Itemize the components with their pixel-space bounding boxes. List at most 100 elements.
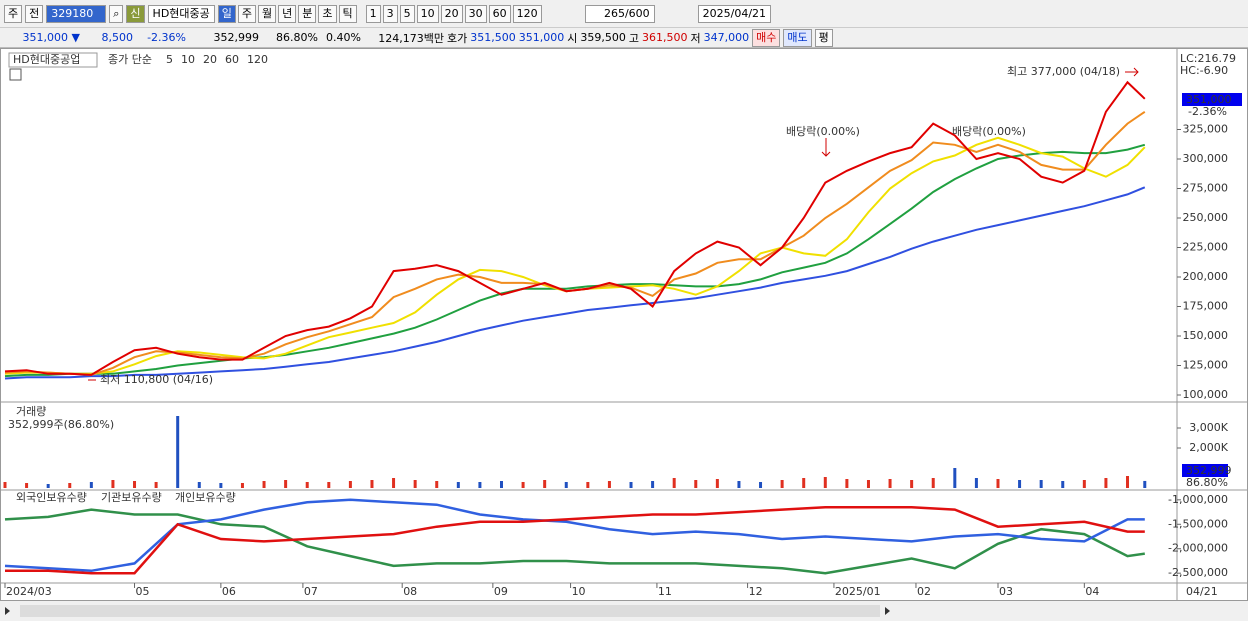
y-tick-label: 150,000 xyxy=(1183,329,1229,342)
annotation: 배당락(0.00%) xyxy=(952,125,1026,138)
volume-bar xyxy=(586,482,590,488)
interval[interactable]: 120 xyxy=(512,4,542,23)
volume-bar xyxy=(629,482,633,488)
search[interactable]: ⌕ xyxy=(109,4,124,23)
volume-bar xyxy=(413,480,417,488)
price: 351,000 ▼ xyxy=(22,31,80,44)
volume-bar xyxy=(305,482,309,488)
volume-bar xyxy=(845,479,849,488)
volume-bar xyxy=(910,480,914,488)
chart: 2024/03 05 06 07 08 09 10 11 12 2025/01 02 03 04 04/2… xyxy=(0,48,1248,621)
annotation: 최저 110,800 (04/16) xyxy=(100,373,213,386)
series-line xyxy=(4,508,1145,575)
infobar: 351,000 ▼ 8,500 -2.36% 352,999 86.80% 0.… xyxy=(0,28,1248,48)
y-tick-label: 175,000 xyxy=(1183,300,1229,313)
volume-bar xyxy=(478,482,482,488)
series-line xyxy=(4,80,1146,376)
x-tick-label: 09 xyxy=(494,585,508,598)
volume-bar xyxy=(888,479,892,488)
volume-bar xyxy=(543,480,547,488)
x-tick-label: 03 xyxy=(999,585,1013,598)
quote-label: 호가 xyxy=(447,31,468,45)
change: 8,500 xyxy=(101,31,134,44)
x-tick-label: 02 xyxy=(917,585,931,598)
code-input[interactable]: 329180 xyxy=(46,4,107,23)
annotation: 최고 377,000 (04/18) xyxy=(1007,65,1120,78)
period[interactable]: 주 xyxy=(237,4,257,23)
series-line xyxy=(4,186,1146,380)
interval[interactable]: 30 xyxy=(464,4,487,23)
count[interactable]: 265/600 xyxy=(584,4,655,23)
volume-bar xyxy=(737,481,741,488)
volume-bar xyxy=(651,481,655,488)
period[interactable]: 분 xyxy=(298,4,317,23)
volume-bar xyxy=(996,479,1000,488)
y-tick-label: 2,000K xyxy=(1189,441,1228,454)
market[interactable]: 주 xyxy=(4,4,23,23)
settings-icon[interactable] xyxy=(9,68,22,81)
period[interactable]: 년 xyxy=(278,4,297,23)
x-tick-label: 05 xyxy=(136,585,150,598)
x-tick-label: 12 xyxy=(749,585,763,598)
legend-entry: 외국인보유수량 xyxy=(16,491,87,504)
title-box xyxy=(8,52,98,68)
period[interactable]: 초 xyxy=(318,4,337,23)
credit[interactable]: 신 xyxy=(126,4,145,23)
period[interactable]: 틱 xyxy=(338,4,357,23)
interval[interactable]: 5 xyxy=(399,4,415,23)
period[interactable]: 월 xyxy=(258,4,277,23)
volume-bar xyxy=(435,481,439,488)
volume-bar xyxy=(348,481,352,488)
volume-bar xyxy=(154,482,158,488)
y-tick-label: -1,500,000 xyxy=(1168,517,1228,530)
avg[interactable]: 평 xyxy=(814,28,833,47)
y-tick-label: 250,000 xyxy=(1183,211,1229,224)
series-line xyxy=(4,136,1146,375)
interval[interactable]: 1 xyxy=(365,4,381,23)
interval[interactable]: 10 xyxy=(416,4,439,23)
x-tick-label: 11 xyxy=(658,585,672,598)
y-tick-label: 125,000 xyxy=(1183,359,1229,372)
ask: 351,500 xyxy=(470,31,516,44)
volume-bar xyxy=(176,416,180,488)
interval[interactable]: 60 xyxy=(488,4,511,23)
series-line xyxy=(4,110,1146,376)
volume-bar xyxy=(240,483,244,488)
volume-bar xyxy=(974,478,978,488)
series-line xyxy=(5,505,1145,575)
open-label: 시 xyxy=(567,31,578,45)
volume-bar xyxy=(46,484,50,488)
date[interactable]: 2025/04/21 xyxy=(697,4,772,23)
count-max: /600 xyxy=(624,6,650,20)
volume-bar xyxy=(564,482,568,488)
volume-bar xyxy=(521,482,525,488)
high-label: 고 xyxy=(628,31,639,45)
last-price-box xyxy=(1182,93,1242,106)
interval[interactable]: 20 xyxy=(440,4,463,23)
sell[interactable]: 매도 xyxy=(783,28,812,47)
annotation-arrow xyxy=(88,67,1139,381)
amount: 124,173백만 xyxy=(378,31,444,45)
volume-bar xyxy=(197,482,201,488)
scope[interactable]: 전 xyxy=(25,4,44,23)
volume-bar xyxy=(499,481,503,488)
panel-subtitle: 352,999주(86.80%) xyxy=(8,418,114,431)
legend-entry: 10 xyxy=(181,53,195,66)
bid: 351,000 xyxy=(518,31,565,44)
rate: -2.36% xyxy=(147,31,186,44)
y-tick-label: 300,000 xyxy=(1183,152,1229,165)
buy[interactable]: 매수 xyxy=(752,28,781,47)
y-tick-label: 275,000 xyxy=(1183,182,1229,195)
volume: 352,999 xyxy=(213,31,260,44)
scroll-thumb[interactable] xyxy=(20,605,880,617)
y-tick-label: -1,000,000 xyxy=(1168,493,1228,506)
legend-entry: 60 xyxy=(225,53,239,66)
legend-entry: 기관보유수량 xyxy=(101,491,162,504)
interval[interactable]: 3 xyxy=(382,4,398,23)
last-volume-rate: 86.80% xyxy=(1186,476,1228,489)
period[interactable]: 일 xyxy=(217,4,236,23)
x-tick-label: 10 xyxy=(572,585,586,598)
x-tick-label: 04 xyxy=(1085,585,1099,598)
